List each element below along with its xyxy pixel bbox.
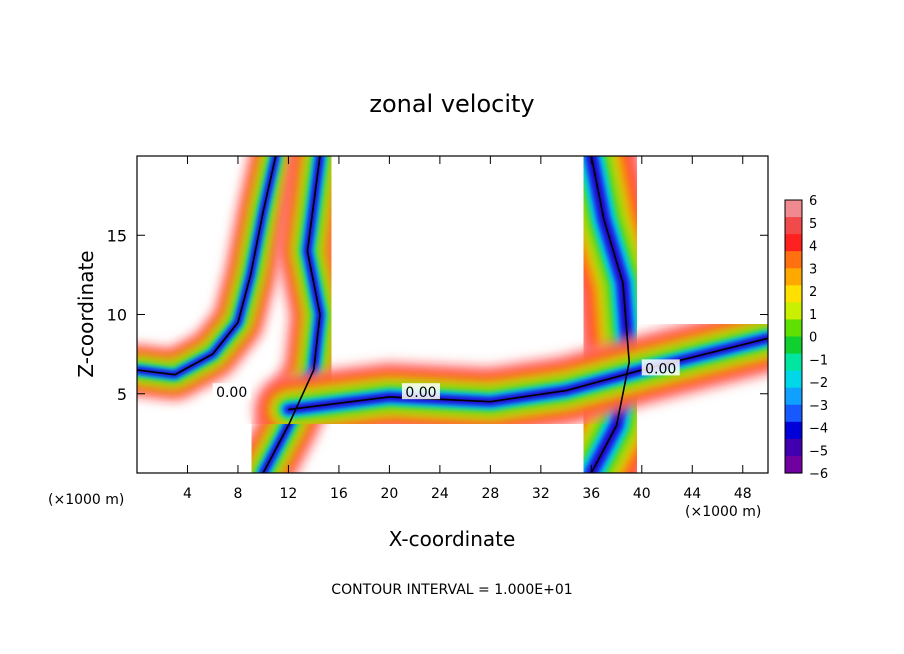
y-tick-label: 15 xyxy=(107,226,127,245)
colorbar-label: 2 xyxy=(809,285,817,300)
colorbar-swatch xyxy=(785,268,802,286)
colorbar-swatch xyxy=(785,438,802,457)
x-tick-label: 16 xyxy=(330,486,348,502)
zero-contour xyxy=(262,156,321,473)
x-tick-label: 8 xyxy=(233,486,242,502)
contour-label: 0.00 xyxy=(216,385,247,401)
x-tick-label: 40 xyxy=(633,486,651,502)
colorbar-swatch xyxy=(785,370,802,389)
y-tick-label: 10 xyxy=(107,306,127,325)
contour-label-bg xyxy=(401,383,440,400)
colorbar-label: −1 xyxy=(809,353,828,368)
colorbar-label: −5 xyxy=(809,444,828,459)
contour-interval-note: CONTOUR INTERVAL = 1.000E+01 xyxy=(331,582,572,598)
x-tick-label: 48 xyxy=(734,486,752,502)
colorbar-frame xyxy=(784,199,803,474)
x-tick-label: 28 xyxy=(481,486,499,502)
colorbar-swatch xyxy=(785,336,802,355)
x-axis-label: X-coordinate xyxy=(389,527,516,551)
colorbar-swatch xyxy=(785,217,802,235)
x-unit-right: (×1000 m) xyxy=(685,504,761,520)
contour-label: 0.00 xyxy=(645,361,676,377)
contour-lines xyxy=(137,156,768,473)
colorbar-label: −6 xyxy=(809,467,828,482)
colorbar-swatch xyxy=(785,387,802,406)
colorbar-label: 5 xyxy=(809,217,817,232)
colorbar-swatch xyxy=(785,285,802,303)
colorbar: 6 5 4 3 2 1 0 −1 −2 −3 −4 −5 −6 xyxy=(784,194,828,482)
colorbar-swatch xyxy=(785,302,802,321)
y-tick-label: 5 xyxy=(117,385,127,404)
x-tick-label: 24 xyxy=(431,486,449,502)
zero-contour xyxy=(590,156,631,473)
x-tick-label: 20 xyxy=(380,486,398,502)
colorbar-swatch xyxy=(785,455,802,474)
contour-label: 0.00 xyxy=(405,385,436,401)
contour-label-bg xyxy=(641,359,680,376)
colorbar-swatch xyxy=(785,319,802,338)
colorbar-swatch xyxy=(785,353,802,372)
colorbar-label: −2 xyxy=(809,376,828,391)
colorbar-label: 1 xyxy=(809,308,817,323)
colorbar-swatch xyxy=(785,404,802,423)
colorbar-label: 3 xyxy=(809,262,817,277)
x-tick-label: 4 xyxy=(183,486,192,502)
x-tick-label: 44 xyxy=(683,486,701,502)
colorbar-swatch xyxy=(785,251,802,269)
colorbar-label: 0 xyxy=(809,331,817,346)
zero-contour xyxy=(288,337,768,411)
colorbar-swatch xyxy=(785,421,802,440)
x-tick-label: 12 xyxy=(280,486,298,502)
contour-label-bg xyxy=(212,383,251,400)
chart-title: zonal velocity xyxy=(369,90,534,118)
colorbar-swatch xyxy=(785,234,802,252)
x-unit-left: (×1000 m) xyxy=(48,492,124,508)
colorbar-label: −4 xyxy=(809,422,828,437)
y-axis: 5 10 15 xyxy=(107,226,768,404)
x-tick-label: 32 xyxy=(532,486,550,502)
plot-area xyxy=(137,156,768,473)
colorbar-label: −3 xyxy=(809,399,828,414)
y-axis-label: Z-coordinate xyxy=(74,250,98,377)
x-axis: 4 8 12 16 20 24 28 32 36 40 44 48 xyxy=(183,156,752,502)
colorbar-label: 6 xyxy=(809,194,817,209)
x-tick-label: 36 xyxy=(582,486,600,502)
colorbar-swatch xyxy=(785,200,802,218)
zero-contour xyxy=(137,156,277,376)
contour-labels: 0.00 0.00 0.00 xyxy=(212,359,680,401)
colorbar-label: 4 xyxy=(809,240,817,255)
